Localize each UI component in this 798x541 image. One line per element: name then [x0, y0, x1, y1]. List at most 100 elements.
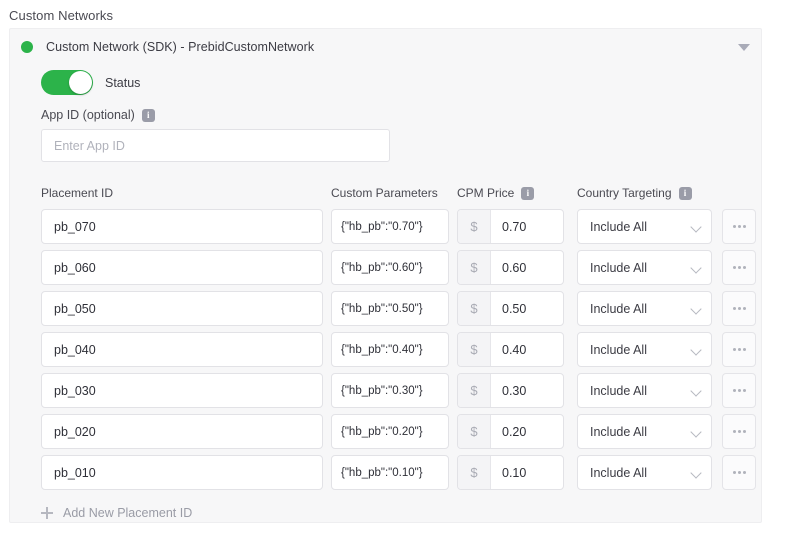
row-actions-cell [722, 209, 756, 244]
cpm-price-input[interactable] [491, 292, 563, 325]
placement-id-cell [41, 250, 323, 285]
custom-parameters-cell [331, 414, 449, 449]
custom-parameters-cell [331, 373, 449, 408]
row-actions-cell [722, 455, 756, 490]
country-targeting-cell: Include All [577, 414, 712, 449]
country-targeting-select[interactable]: Include All [577, 455, 712, 490]
chevron-down-icon [690, 426, 702, 438]
country-targeting-select[interactable]: Include All [577, 291, 712, 326]
placement-id-input[interactable] [41, 209, 323, 244]
custom-network-panel: Custom Network (SDK) - PrebidCustomNetwo… [9, 28, 762, 523]
country-targeting-select[interactable]: Include All [577, 332, 712, 367]
cpm-price-info-icon[interactable]: i [521, 186, 535, 200]
caret-down-icon[interactable] [738, 44, 750, 51]
placement-id-input[interactable] [41, 373, 323, 408]
country-targeting-value: Include All [590, 219, 647, 234]
cpm-price-cell: $ [457, 455, 564, 490]
placement-id-cell [41, 332, 323, 367]
section-title: Custom Networks [9, 8, 114, 23]
network-status-dot [21, 41, 33, 53]
ellipsis-icon[interactable] [722, 455, 756, 490]
cpm-price-input[interactable] [491, 415, 563, 448]
panel-title: Custom Network (SDK) - PrebidCustomNetwo… [46, 40, 315, 54]
ellipsis-icon[interactable] [722, 332, 756, 367]
app-id-input[interactable] [41, 129, 390, 162]
table-row: $ Include All [41, 250, 761, 285]
country-targeting-value: Include All [590, 342, 647, 357]
country-targeting-value: Include All [590, 260, 647, 275]
header-custom-parameters: Custom Parameters [331, 186, 438, 200]
custom-parameters-input[interactable] [331, 414, 449, 449]
row-actions-cell [722, 373, 756, 408]
table-row: $ Include All [41, 373, 761, 408]
cpm-input-group: $ [457, 332, 564, 367]
header-cpm-price-label: CPM Price [457, 186, 515, 200]
header-country-targeting: Country Targeting i [577, 186, 712, 200]
country-targeting-value: Include All [590, 465, 647, 480]
add-new-placement-label: Add New Placement ID [63, 506, 193, 520]
add-new-placement-button[interactable]: Add New Placement ID [41, 506, 231, 520]
ellipsis-icon[interactable] [722, 414, 756, 449]
chevron-down-icon [690, 262, 702, 274]
custom-parameters-input[interactable] [331, 373, 449, 408]
placement-id-input[interactable] [41, 414, 323, 449]
placement-id-cell [41, 209, 323, 244]
header-country-targeting-label: Country Targeting [577, 186, 672, 200]
custom-parameters-input[interactable] [331, 332, 449, 367]
row-actions-cell [722, 414, 756, 449]
panel-body: Status App ID (optional) i Placement ID … [10, 70, 761, 520]
cpm-price-cell: $ [457, 250, 564, 285]
cpm-price-cell: $ [457, 291, 564, 326]
status-toggle[interactable] [41, 70, 93, 95]
placement-id-cell [41, 455, 323, 490]
app-id-info-icon[interactable]: i [141, 108, 155, 122]
cpm-price-input[interactable] [491, 251, 563, 284]
country-targeting-cell: Include All [577, 209, 712, 244]
row-actions-cell [722, 250, 756, 285]
app-id-label: App ID (optional) [41, 108, 135, 122]
currency-symbol: $ [458, 292, 491, 325]
custom-parameters-input[interactable] [331, 209, 449, 244]
panel-header[interactable]: Custom Network (SDK) - PrebidCustomNetwo… [10, 29, 761, 65]
currency-symbol: $ [458, 210, 491, 243]
row-actions-cell [722, 332, 756, 367]
custom-parameters-input[interactable] [331, 455, 449, 490]
toggle-knob [69, 71, 92, 94]
cpm-price-cell: $ [457, 332, 564, 367]
table-row: $ Include All [41, 291, 761, 326]
country-targeting-value: Include All [590, 424, 647, 439]
table-header-row: Placement ID Custom Parameters CPM Price… [41, 185, 761, 201]
chevron-down-icon [690, 221, 702, 233]
cpm-price-input[interactable] [491, 374, 563, 407]
placement-id-input[interactable] [41, 291, 323, 326]
ellipsis-icon[interactable] [722, 250, 756, 285]
cpm-price-cell: $ [457, 209, 564, 244]
country-targeting-info-icon[interactable]: i [678, 186, 692, 200]
chevron-down-icon [690, 385, 702, 397]
placement-id-input[interactable] [41, 332, 323, 367]
ellipsis-icon[interactable] [722, 209, 756, 244]
custom-parameters-input[interactable] [331, 250, 449, 285]
table-row: $ Include All [41, 209, 761, 244]
placement-id-input[interactable] [41, 250, 323, 285]
cpm-price-input[interactable] [491, 333, 563, 366]
status-toggle-label: Status [105, 75, 141, 90]
country-targeting-select[interactable]: Include All [577, 209, 712, 244]
cpm-price-input[interactable] [491, 210, 563, 243]
placement-id-input[interactable] [41, 455, 323, 490]
table-row: $ Include All [41, 414, 761, 449]
chevron-down-icon [690, 467, 702, 479]
header-cpm-price: CPM Price i [457, 186, 564, 200]
chevron-down-icon [690, 303, 702, 315]
country-targeting-select[interactable]: Include All [577, 250, 712, 285]
cpm-price-cell: $ [457, 414, 564, 449]
country-targeting-select[interactable]: Include All [577, 414, 712, 449]
country-targeting-select[interactable]: Include All [577, 373, 712, 408]
country-targeting-cell: Include All [577, 332, 712, 367]
ellipsis-icon[interactable] [722, 291, 756, 326]
custom-parameters-input[interactable] [331, 291, 449, 326]
country-targeting-cell: Include All [577, 373, 712, 408]
cpm-price-input[interactable] [491, 456, 563, 489]
ellipsis-icon[interactable] [722, 373, 756, 408]
currency-symbol: $ [458, 374, 491, 407]
